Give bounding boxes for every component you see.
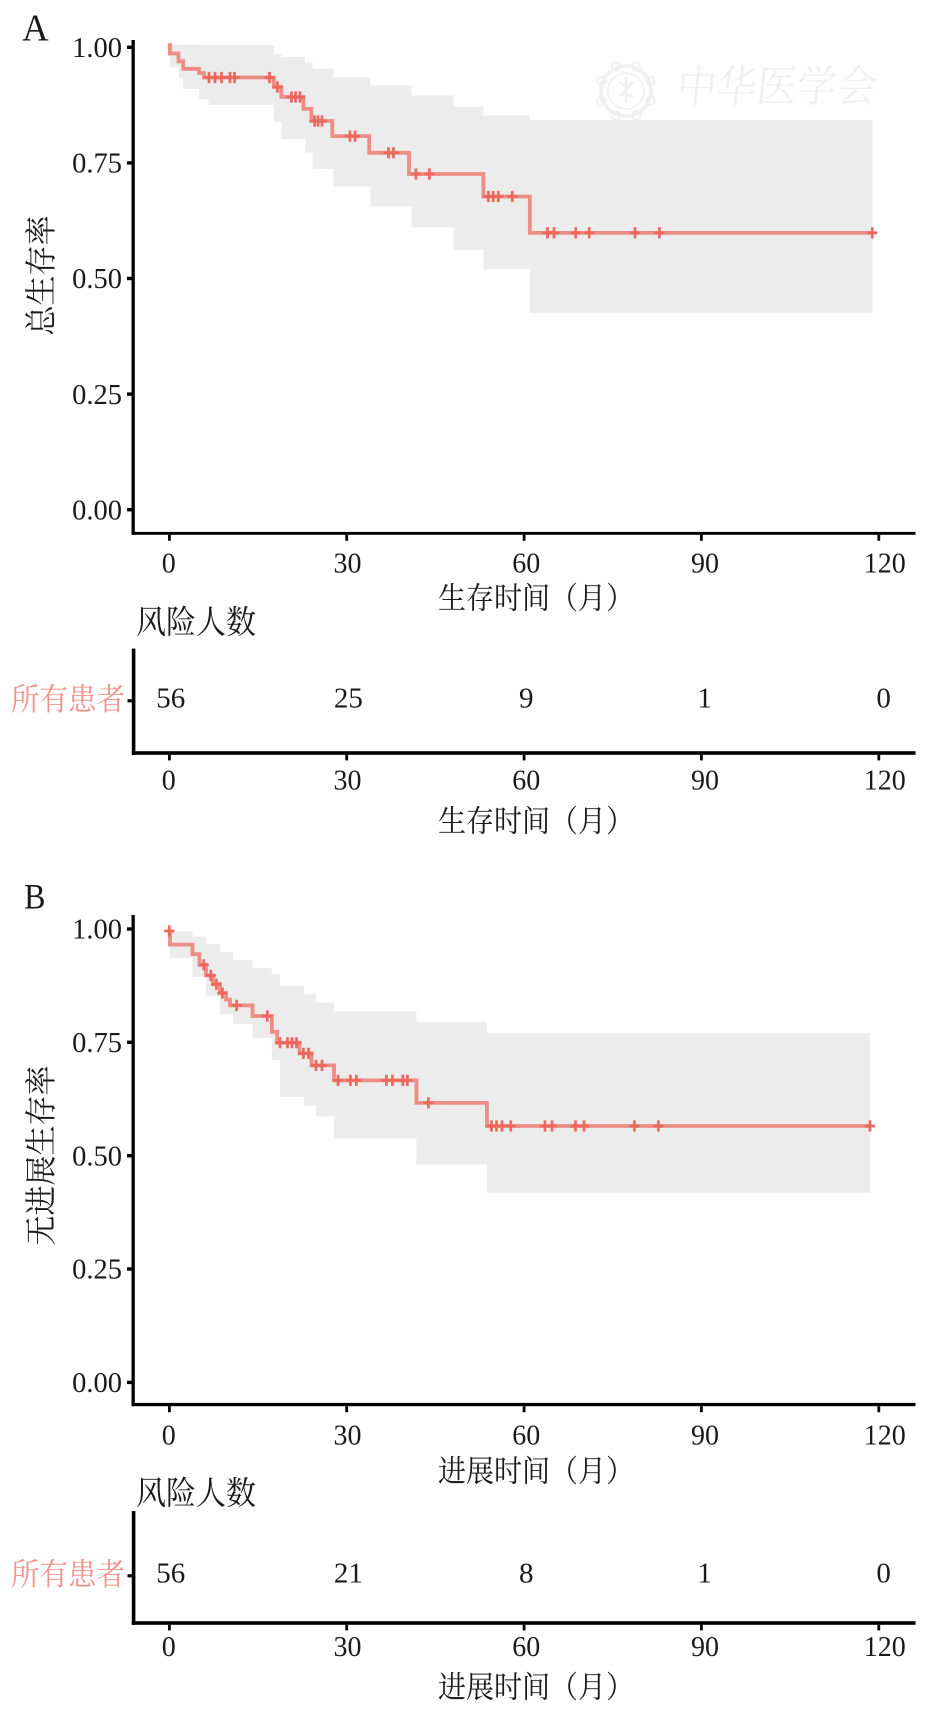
svg-text:B: B bbox=[24, 878, 45, 917]
svg-text:0: 0 bbox=[162, 1420, 176, 1451]
svg-text:30: 30 bbox=[334, 1420, 362, 1451]
svg-text:8: 8 bbox=[519, 1558, 534, 1590]
svg-text:9: 9 bbox=[519, 683, 534, 715]
svg-text:25: 25 bbox=[334, 683, 363, 715]
svg-text:0.75: 0.75 bbox=[72, 149, 122, 180]
svg-text:120: 120 bbox=[864, 1632, 906, 1663]
svg-text:60: 60 bbox=[512, 1420, 540, 1451]
svg-text:1.00: 1.00 bbox=[72, 33, 122, 64]
svg-text:0.50: 0.50 bbox=[72, 1141, 122, 1172]
svg-text:0.00: 0.00 bbox=[72, 495, 122, 526]
svg-text:1.00: 1.00 bbox=[72, 915, 122, 946]
svg-text:90: 90 bbox=[691, 766, 719, 797]
svg-text:1: 1 bbox=[697, 683, 712, 715]
svg-text:0: 0 bbox=[162, 1632, 176, 1663]
svg-text:0.00: 0.00 bbox=[72, 1368, 122, 1399]
svg-text:0.50: 0.50 bbox=[72, 264, 122, 295]
svg-text:90: 90 bbox=[691, 1632, 719, 1663]
svg-text:120: 120 bbox=[864, 1420, 906, 1451]
svg-text:21: 21 bbox=[334, 1558, 363, 1590]
svg-text:120: 120 bbox=[864, 766, 906, 797]
svg-text:A: A bbox=[22, 8, 48, 50]
svg-text:30: 30 bbox=[334, 766, 362, 797]
svg-text:0.75: 0.75 bbox=[72, 1028, 122, 1059]
svg-text:0: 0 bbox=[876, 1558, 891, 1590]
svg-text:56: 56 bbox=[156, 683, 185, 715]
svg-text:30: 30 bbox=[334, 549, 362, 580]
svg-text:90: 90 bbox=[691, 1420, 719, 1451]
svg-text:120: 120 bbox=[864, 549, 906, 580]
svg-text:0: 0 bbox=[162, 549, 176, 580]
svg-text:1: 1 bbox=[697, 1558, 712, 1590]
svg-text:0.25: 0.25 bbox=[72, 1255, 122, 1286]
svg-text:60: 60 bbox=[512, 549, 540, 580]
svg-text:56: 56 bbox=[156, 1558, 185, 1590]
svg-text:0.25: 0.25 bbox=[72, 380, 122, 411]
svg-text:0: 0 bbox=[876, 683, 891, 715]
svg-text:30: 30 bbox=[334, 1632, 362, 1663]
svg-text:0: 0 bbox=[162, 766, 176, 797]
svg-text:90: 90 bbox=[691, 549, 719, 580]
svg-text:60: 60 bbox=[512, 1632, 540, 1663]
svg-text:60: 60 bbox=[512, 766, 540, 797]
